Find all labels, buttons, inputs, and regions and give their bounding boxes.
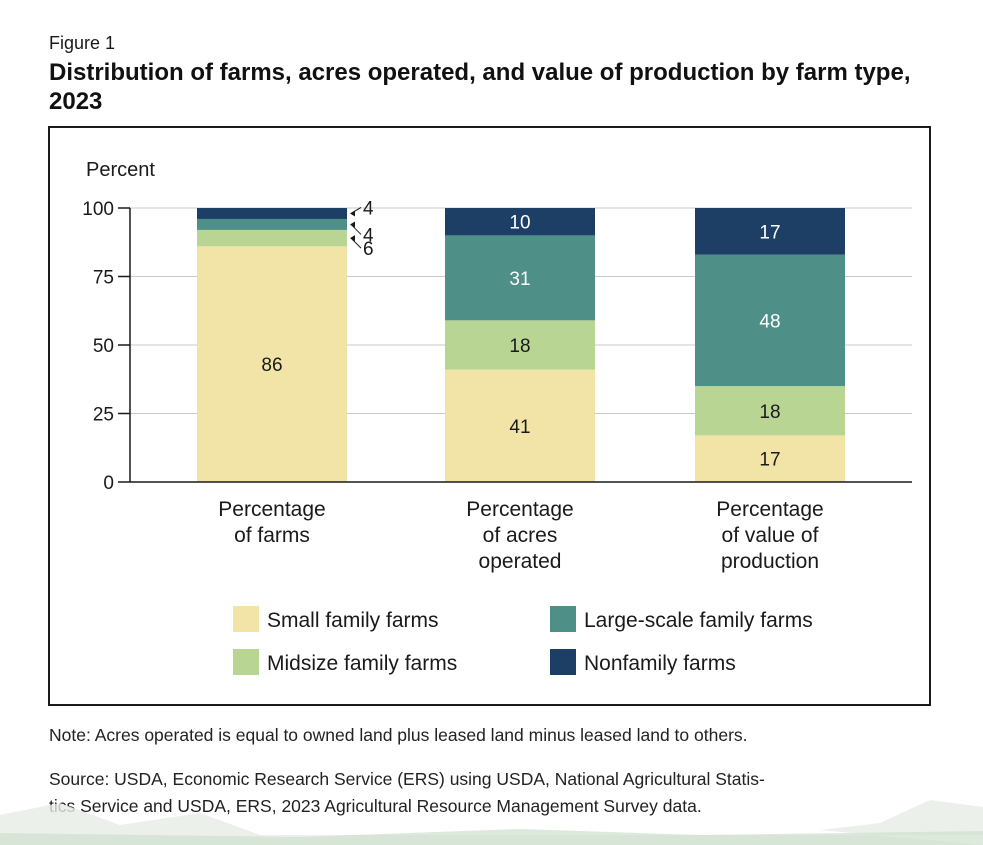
bar-segment-midsize: [197, 229, 347, 247]
bar-segment-small: [197, 246, 347, 482]
stacked-bar-chart: Percent0255075100866444118311017184817Pe…: [82, 159, 912, 675]
landscape-decoration: [0, 800, 983, 845]
data-label-callout: 4: [363, 225, 374, 246]
x-tick-label: of farms: [234, 524, 310, 547]
data-label: 18: [509, 336, 530, 357]
chart-source: Source: USDA, Economic Research Service …: [49, 766, 939, 820]
legend-swatch-nonfamily: [550, 649, 576, 675]
legend-label-large: Large-scale family farms: [584, 609, 813, 632]
chart-note: Note: Acres operated is equal to owned l…: [49, 725, 748, 745]
x-tick-label: production: [721, 550, 819, 573]
data-label-callout: 4: [363, 198, 374, 219]
callout-arrow: [350, 237, 362, 249]
bar-segment-small: [695, 435, 845, 482]
x-tick-label: of value of: [722, 524, 819, 547]
legend-swatch-large: [550, 606, 576, 632]
callout-arrowhead: [350, 210, 355, 217]
data-label: 31: [509, 269, 530, 290]
bar-segment-nonfamily: [445, 208, 595, 236]
bar-segment-small: [445, 369, 595, 482]
data-label: 17: [759, 222, 780, 243]
data-label: 86: [261, 355, 282, 376]
x-tick-label: Percentage: [466, 498, 573, 521]
source-line-2: tics Service and USDA, ERS, 2023 Agricul…: [49, 796, 702, 816]
figure-label: Figure 1: [49, 33, 116, 53]
y-tick-label: 50: [93, 336, 114, 357]
callout-arrow: [350, 224, 362, 235]
y-tick-label: 75: [93, 268, 114, 289]
data-label-callout: 6: [363, 239, 374, 260]
figure-title: Distribution of farms, acres operated, a…: [49, 59, 911, 115]
bar-segment-midsize: [445, 320, 595, 370]
bar-segment-midsize: [695, 386, 845, 436]
callout-arrowhead: [350, 221, 355, 228]
legend-label-small: Small family farms: [267, 609, 439, 632]
data-label: 18: [759, 402, 780, 423]
bar-segment-nonfamily: [695, 208, 845, 255]
y-tick-label: 0: [103, 473, 114, 494]
bar-segment-large: [695, 254, 845, 387]
legend-label-midsize: Midsize family farms: [267, 652, 457, 675]
legend-swatch-small: [233, 606, 259, 632]
data-label: 41: [509, 417, 530, 438]
x-tick-label: operated: [479, 550, 562, 573]
data-label: 10: [509, 213, 530, 234]
y-axis-title: Percent: [86, 159, 155, 181]
bar-segment-large: [445, 235, 595, 321]
source-line-1: Source: USDA, Economic Research Service …: [49, 769, 765, 789]
x-tick-label: of acres: [483, 524, 558, 547]
y-tick-label: 25: [93, 405, 114, 426]
chart-frame: Percent 0 25 50 75 100 86 6 4 4 41 18 31 10 17 18 48 17 Pe…: [48, 126, 931, 706]
legend-label-nonfamily: Nonfamily farms: [584, 652, 736, 675]
y-tick-label: 100: [82, 199, 114, 220]
x-tick-label: Percentage: [218, 498, 325, 521]
legend-swatch-midsize: [233, 649, 259, 675]
x-tick-label: Percentage: [716, 498, 823, 521]
callout-arrowhead: [350, 235, 355, 242]
bar-segment-large: [197, 218, 347, 230]
data-label: 48: [759, 311, 780, 332]
data-label: 17: [759, 450, 780, 471]
bar-segment-nonfamily: [197, 208, 347, 219]
